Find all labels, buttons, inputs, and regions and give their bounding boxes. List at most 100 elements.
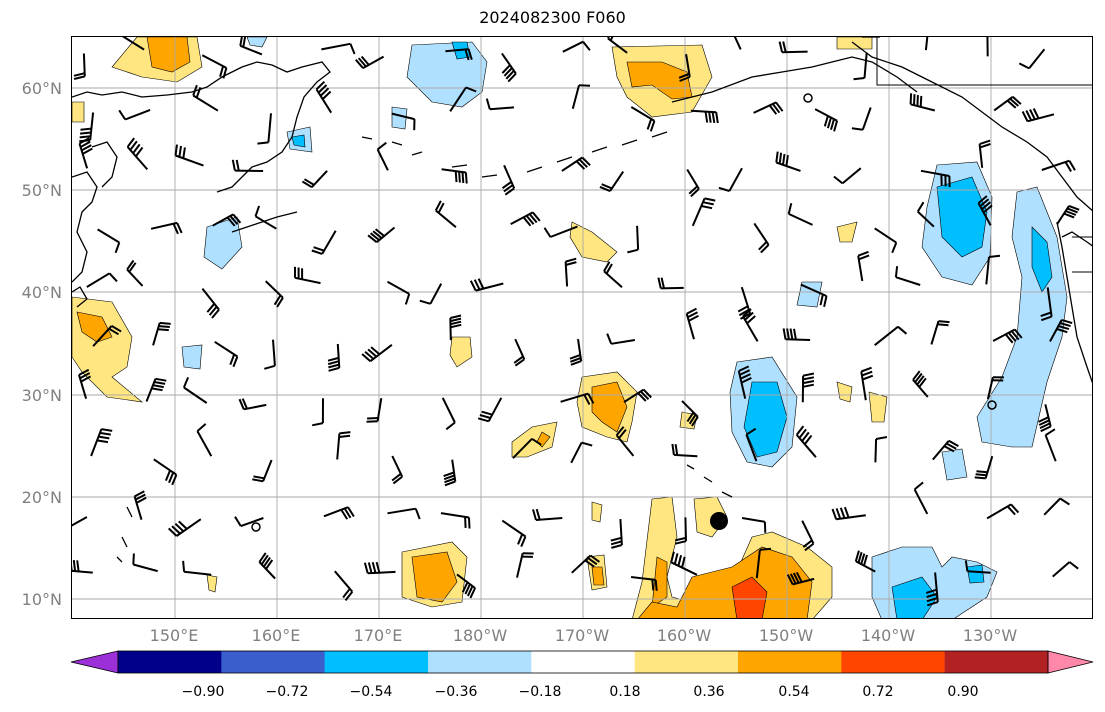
wind-barb — [800, 283, 828, 308]
wind-barb — [118, 108, 151, 121]
anomaly-contour — [891, 576, 938, 618]
wind-barb — [742, 308, 759, 342]
coastline — [1056, 221, 1092, 384]
wind-barb — [321, 42, 356, 55]
wind-barb — [690, 109, 719, 124]
colorbar-cell — [221, 651, 325, 673]
wind-barb — [72, 516, 88, 527]
anomaly-contour — [591, 566, 605, 586]
anomaly-contour — [246, 37, 268, 48]
wind-barb — [978, 139, 991, 168]
wind-barb — [1040, 287, 1053, 322]
wind-barb — [571, 554, 600, 574]
wind-barb — [311, 230, 337, 255]
lon-label-170w: 170°W — [554, 626, 610, 645]
lon-label-160e: 160°E — [251, 626, 301, 645]
wind-barb — [630, 106, 656, 132]
wind-barb — [301, 170, 328, 189]
colorbar-cell — [944, 651, 1049, 673]
wind-barb — [787, 202, 813, 226]
wind-barb — [145, 377, 167, 402]
wind-barb — [231, 159, 264, 172]
border-line — [1072, 236, 1092, 273]
colorbar-tick: −0.54 — [349, 684, 393, 700]
marker-layer — [251, 93, 997, 532]
coastline — [686, 464, 733, 498]
lat-label-30n: 30°N — [21, 386, 62, 405]
wind-barb — [182, 560, 212, 576]
station-circle — [251, 522, 261, 532]
wind-barb — [532, 508, 563, 521]
wind-barb — [670, 551, 698, 576]
wind-barb — [78, 368, 92, 399]
wind-barb — [391, 112, 416, 131]
wind-barb — [174, 144, 204, 167]
wind-barb — [1049, 318, 1073, 342]
wind-barb — [366, 398, 383, 423]
wind-barb — [1041, 159, 1076, 173]
wind-barb — [1038, 404, 1052, 433]
colorbar-cell — [428, 651, 532, 673]
wind-barb — [441, 397, 456, 431]
wind-barb — [153, 458, 178, 486]
wind-barb — [569, 338, 583, 366]
wind-barb — [737, 286, 752, 320]
wind-barb — [986, 376, 1004, 400]
anomaly-contour — [206, 574, 218, 593]
wind-barb — [831, 506, 866, 521]
wind-barb — [718, 167, 743, 192]
lat-label-50n: 50°N — [21, 181, 62, 200]
anomaly-contour — [411, 551, 458, 603]
wind-barb — [562, 40, 591, 53]
anomaly-contour — [638, 546, 813, 618]
wind-barb — [1052, 561, 1079, 578]
colorbar-tick: 0.36 — [693, 684, 725, 700]
colorbar-tick: 0.90 — [947, 684, 979, 700]
wind-barb — [361, 344, 393, 362]
wind-barb — [126, 259, 144, 287]
anomaly-contour — [391, 106, 408, 130]
anomaly-contour — [569, 221, 618, 263]
wind-barb — [258, 552, 276, 580]
coastline — [72, 61, 331, 193]
wind-barb — [993, 95, 1022, 112]
wind-barb — [234, 516, 264, 528]
wind-barb — [391, 455, 404, 485]
wind-barb — [925, 572, 939, 607]
wind-barb — [132, 553, 158, 573]
wind-barb — [456, 573, 477, 599]
wind-barb — [512, 437, 542, 459]
coastline — [361, 131, 668, 178]
wind-barb — [599, 171, 625, 193]
coastline — [851, 41, 1092, 212]
wind-barb — [627, 225, 640, 254]
colorbar-cell — [738, 651, 842, 673]
wind-barb — [685, 307, 699, 340]
wind-barb — [1021, 108, 1055, 123]
wind-barb — [212, 213, 242, 227]
wind-barb — [755, 547, 771, 579]
coastline — [231, 211, 298, 233]
wind-barb — [469, 278, 504, 292]
wind-barb — [874, 436, 888, 463]
anomaly-contour — [796, 281, 823, 308]
wind-barb — [691, 197, 716, 227]
colorbar-cell — [118, 651, 222, 673]
colorbar-outline — [117, 650, 1049, 674]
wind-barb — [126, 137, 149, 171]
wind-barb — [477, 397, 503, 423]
wind-barb — [1056, 204, 1080, 225]
wind-barb — [201, 54, 228, 79]
colorbar-cell — [841, 651, 945, 673]
wind-barb — [977, 195, 993, 226]
wind-barb — [992, 328, 1023, 344]
wind-barb — [603, 261, 623, 289]
colorbar-cell — [634, 651, 739, 673]
wind-barb — [254, 205, 277, 230]
wind-barb — [741, 517, 767, 533]
wind-barb — [334, 570, 354, 602]
coastline — [72, 171, 98, 283]
map-title: 2024082300 F060 — [479, 8, 626, 27]
wind-barb — [294, 266, 321, 285]
